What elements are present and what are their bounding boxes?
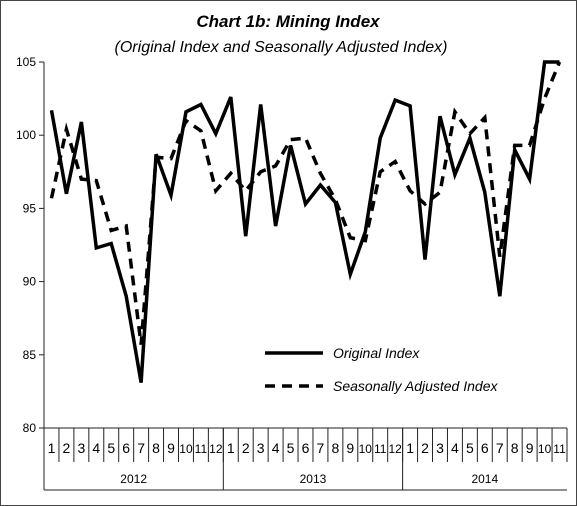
y-tick-label: 85 <box>23 348 37 362</box>
x-tick-label: 4 <box>272 440 280 456</box>
x-tick-label: 10 <box>538 442 552 456</box>
x-tick-label: 3 <box>436 440 444 456</box>
x-tick-label: 10 <box>179 442 193 456</box>
x-tick-label: 6 <box>122 440 130 456</box>
y-tick-label: 80 <box>23 421 37 435</box>
chart-title: Chart 1b: Mining Index <box>196 12 381 31</box>
x-tick-label: 11 <box>553 442 566 456</box>
y-tick-label: 95 <box>23 201 37 215</box>
legend-label-seasonally-adjusted: Seasonally Adjusted Index <box>333 378 498 394</box>
series-line-original-index <box>49 60 560 383</box>
y-tick-label: 90 <box>23 275 37 289</box>
y-tick-label: 105 <box>16 55 36 69</box>
x-tick-label: 4 <box>451 440 459 456</box>
x-tick-label: 9 <box>167 440 175 456</box>
x-tick-label: 3 <box>257 440 265 456</box>
x-tick-label: 6 <box>481 440 489 456</box>
x-tick-label: 2 <box>421 440 429 456</box>
x-tick-label: 10 <box>359 442 373 456</box>
x-tick-label: 8 <box>511 440 519 456</box>
x-tick-label: 9 <box>526 440 534 456</box>
y-tick-label: 100 <box>16 128 36 142</box>
x-tick-label: 5 <box>107 440 115 456</box>
x-tick-label: 12 <box>388 442 402 456</box>
axes <box>43 62 567 491</box>
year-label: 2014 <box>471 472 498 486</box>
y-ticks: 80 85 90 95 100 105 <box>16 55 44 435</box>
series-line-seasonally-adjusted-index <box>49 61 562 345</box>
x-tick-label: 1 <box>227 440 235 456</box>
chart-subtitle: (Original Index and Seasonally Adjusted … <box>115 39 448 56</box>
x-tick-label: 7 <box>137 440 145 456</box>
x-tick-label: 6 <box>302 440 310 456</box>
x-tick-label: 2 <box>63 440 71 456</box>
x-tick-label: 1 <box>406 440 414 456</box>
x-tick-label: 9 <box>346 440 354 456</box>
x-tick-label: 5 <box>287 440 295 456</box>
x-tick-label: 7 <box>496 440 504 456</box>
x-tick-label: 8 <box>331 440 339 456</box>
legend: Original Index Seasonally Adjusted Index <box>265 345 498 394</box>
x-tick-label: 1 <box>48 440 56 456</box>
x-tick-label: 7 <box>317 440 325 456</box>
year-label: 2013 <box>300 472 327 486</box>
x-ticks: 1 2 3 4 5 6 7 8 9 10 11 12 1 2 3 4 5 6 7 8 9 10 11 12 1 2 3 4 5 6 7 8 9 1… <box>43 428 568 490</box>
series-lines <box>49 60 562 383</box>
x-tick-label: 2 <box>242 440 250 456</box>
x-tick-label: 11 <box>195 442 208 456</box>
legend-label-original: Original Index <box>333 345 420 361</box>
x-tick-label: 12 <box>209 442 223 456</box>
x-tick-label: 8 <box>152 440 160 456</box>
year-label: 2012 <box>120 472 147 486</box>
x-tick-label: 11 <box>374 442 387 456</box>
x-tick-label: 3 <box>77 440 85 456</box>
x-tick-label: 5 <box>466 440 474 456</box>
x-tick-label: 4 <box>92 440 100 456</box>
